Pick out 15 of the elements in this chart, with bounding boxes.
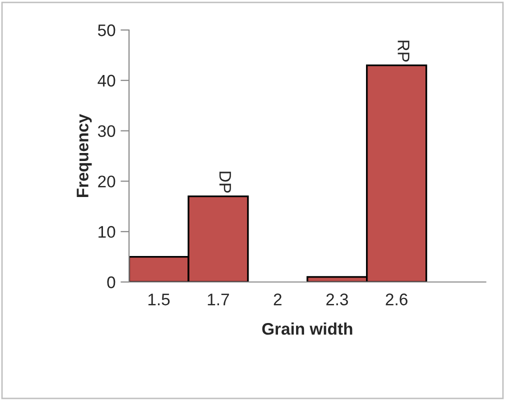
x-tick-label: 2.6	[386, 294, 408, 306]
y-tick-label: 30	[98, 125, 116, 138]
x-tick-label: 2.3	[326, 294, 348, 306]
y-tick-label: 40	[98, 74, 116, 87]
x-axis-title: Grain width	[262, 322, 352, 335]
y-tick-label: 20	[98, 176, 116, 188]
y-tick-label: 10	[98, 226, 116, 238]
x-tick-label: 1.5	[148, 294, 170, 306]
y-tick-label: 0	[107, 276, 116, 288]
x-tick-label: 1.7	[208, 294, 229, 306]
annotation: RP	[398, 40, 410, 62]
annotation: DP	[219, 172, 231, 193]
x-tick-label: 2	[274, 294, 282, 306]
y-tick-label: 50	[98, 24, 116, 36]
y-axis-title: Frequency	[76, 114, 92, 198]
